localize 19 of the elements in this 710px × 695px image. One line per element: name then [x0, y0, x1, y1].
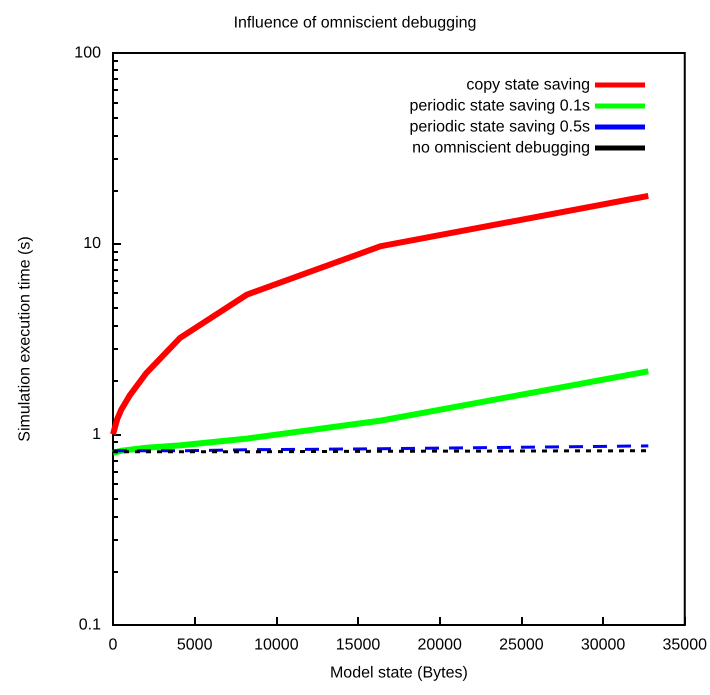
y-tick-label: 1: [92, 426, 102, 443]
legend-label: periodic state saving 0.5s: [409, 118, 590, 136]
x-tick-label: 15000: [336, 636, 380, 654]
x-tick-label: 20000: [417, 636, 462, 654]
legend-label: no omniscient debugging: [412, 140, 590, 156]
chart-title: Influence of omniscient debugging: [234, 14, 476, 32]
y-tick-label: 10: [83, 235, 102, 252]
y-tick-label: 0.1: [78, 616, 102, 634]
y-tick-label: 100: [74, 44, 102, 62]
x-tick-label: 0: [108, 636, 118, 654]
x-tick-label: 25000: [499, 636, 544, 654]
x-tick-label: 35000: [662, 636, 708, 654]
y-axis-title: Simulation execution time (s): [16, 236, 34, 442]
legend-label: copy state saving: [466, 76, 590, 94]
x-tick-label: 30000: [580, 636, 626, 654]
legend-label: periodic state saving 0.1s: [409, 98, 590, 114]
x-axis-title: Model state (Bytes): [330, 664, 468, 682]
x-tick-label: 5000: [176, 636, 213, 654]
x-tick-label: 10000: [254, 636, 299, 654]
